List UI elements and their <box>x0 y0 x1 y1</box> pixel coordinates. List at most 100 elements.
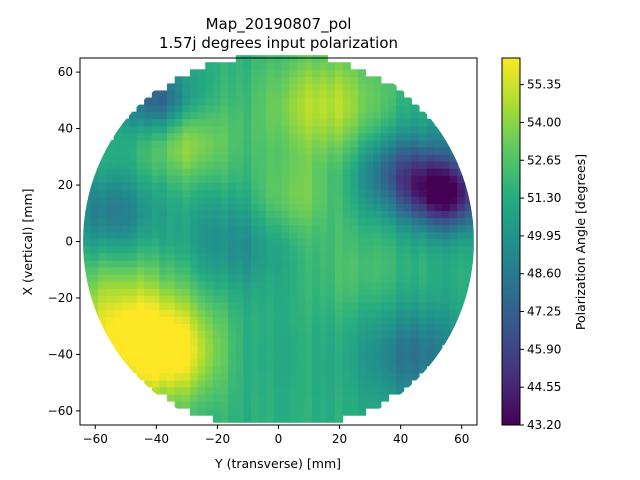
heatmap-cell <box>365 337 374 346</box>
heatmap-cell <box>388 273 397 282</box>
heatmap-cell <box>388 168 397 176</box>
colorbar-segment <box>502 61 520 65</box>
heatmap-cell <box>212 379 222 388</box>
heatmap-cell <box>472 238 474 247</box>
heatmap-cell <box>235 401 244 409</box>
heatmap-cell <box>189 203 199 212</box>
heatmap-cell <box>441 231 451 240</box>
heatmap-cell <box>144 330 153 339</box>
colorbar-segment <box>502 373 520 377</box>
heatmap-cell <box>159 118 168 127</box>
colorbar-tick-label: 52.65 <box>527 153 561 167</box>
heatmap-cell <box>182 161 191 169</box>
heatmap-cell <box>373 111 382 120</box>
heatmap-cell <box>273 273 283 282</box>
heatmap-cell <box>197 153 206 162</box>
heatmap-cell <box>159 238 168 247</box>
heatmap-cell <box>258 97 267 106</box>
heatmap-cell <box>434 132 443 141</box>
heatmap-cell <box>403 379 412 388</box>
heatmap-cell <box>304 203 313 212</box>
heatmap-cell <box>312 189 321 197</box>
heatmap-cell <box>228 83 237 92</box>
heatmap-cell <box>304 132 313 141</box>
heatmap-cell <box>258 351 267 360</box>
heatmap-cell <box>182 238 191 247</box>
heatmap-cell <box>121 309 130 317</box>
heatmap-cell <box>418 238 428 247</box>
heatmap-cell <box>434 273 443 282</box>
heatmap-cell <box>426 344 435 353</box>
heatmap-cell <box>258 104 267 113</box>
heatmap-cell <box>189 386 199 395</box>
heatmap-cell <box>289 125 298 134</box>
heatmap-cell <box>380 125 390 134</box>
heatmap-cell <box>319 161 328 169</box>
heatmap-cell <box>167 146 176 155</box>
heatmap-cell <box>373 139 382 148</box>
heatmap-cell <box>365 97 374 106</box>
heatmap-cell <box>128 330 138 339</box>
heatmap-cell <box>174 168 183 176</box>
colorbar-segment <box>502 146 520 151</box>
heatmap-cell <box>251 415 260 423</box>
heatmap-cell <box>334 125 344 134</box>
heatmap-cell <box>312 393 321 402</box>
heatmap-cell <box>289 182 298 190</box>
heatmap-cell <box>113 281 122 289</box>
heatmap-cell <box>212 118 222 127</box>
heatmap-cell <box>273 90 283 99</box>
heatmap-cell <box>251 104 260 113</box>
heatmap-cell <box>434 238 443 247</box>
heatmap-cell <box>266 351 275 360</box>
colorbar-segment <box>502 241 520 246</box>
heatmap-cell <box>304 337 313 346</box>
colorbar-segment <box>502 327 520 331</box>
heatmap-cell <box>350 189 359 197</box>
heatmap-cell <box>174 288 183 296</box>
heatmap-cell <box>380 175 390 183</box>
colorbar-segment <box>502 195 520 200</box>
heatmap-cell <box>235 111 244 120</box>
colorbar-segment <box>502 421 520 426</box>
heatmap-cell <box>174 393 183 402</box>
heatmap-cell <box>296 309 306 317</box>
heatmap-cell <box>441 182 451 190</box>
heatmap-cell <box>182 365 191 374</box>
heatmap-cell <box>243 125 252 134</box>
heatmap-cell <box>388 161 397 169</box>
heatmap-cell <box>273 118 283 127</box>
heatmap-cell <box>212 401 222 409</box>
heatmap-cell <box>251 288 260 296</box>
heatmap-cell <box>258 401 267 409</box>
heatmap-cell <box>266 266 275 275</box>
heatmap-cell <box>197 224 206 233</box>
heatmap-cell <box>121 118 130 127</box>
heatmap-cell <box>396 90 405 99</box>
heatmap-cell <box>403 175 412 183</box>
heatmap-cell <box>151 330 160 339</box>
heatmap-cell <box>151 344 160 353</box>
heatmap-cell <box>182 217 191 226</box>
heatmap-cell <box>380 104 390 113</box>
heatmap-cell <box>449 266 458 275</box>
heatmap-cell <box>174 196 183 204</box>
heatmap-cell <box>327 203 336 212</box>
heatmap-cell <box>159 196 168 204</box>
heatmap-cell <box>174 252 183 261</box>
heatmap-cell <box>418 344 428 353</box>
heatmap-cell <box>151 316 160 324</box>
heatmap-cell <box>334 139 344 148</box>
heatmap-cell <box>258 189 267 197</box>
heatmap-cell <box>327 295 336 303</box>
heatmap-cell <box>182 358 191 367</box>
heatmap-cell <box>212 125 222 134</box>
heatmap-cell <box>357 281 367 289</box>
heatmap-cell <box>251 153 260 162</box>
heatmap-cell <box>357 302 367 310</box>
heatmap-cell <box>365 83 374 92</box>
heatmap-cell <box>144 118 153 127</box>
heatmap-cell <box>266 337 275 346</box>
heatmap-cell <box>403 337 412 346</box>
heatmap-cell <box>373 76 382 85</box>
